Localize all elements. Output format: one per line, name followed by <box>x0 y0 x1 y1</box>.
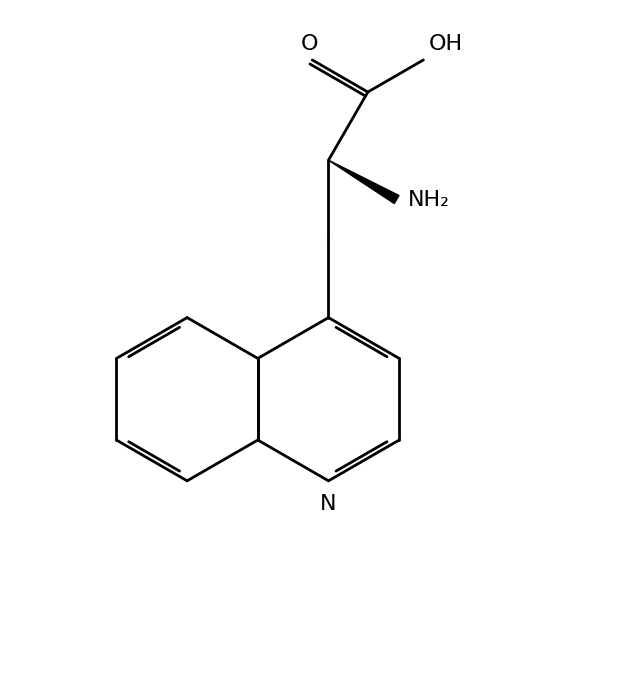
Text: O: O <box>300 34 318 54</box>
Text: N: N <box>320 493 337 514</box>
Text: OH: OH <box>429 34 463 54</box>
Text: NH₂: NH₂ <box>408 189 450 210</box>
Polygon shape <box>328 160 399 203</box>
